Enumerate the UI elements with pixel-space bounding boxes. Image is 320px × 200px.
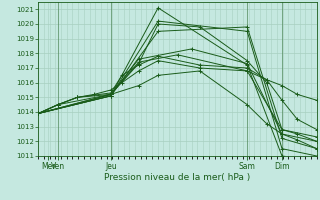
X-axis label: Pression niveau de la mer( hPa ): Pression niveau de la mer( hPa ) (104, 173, 251, 182)
